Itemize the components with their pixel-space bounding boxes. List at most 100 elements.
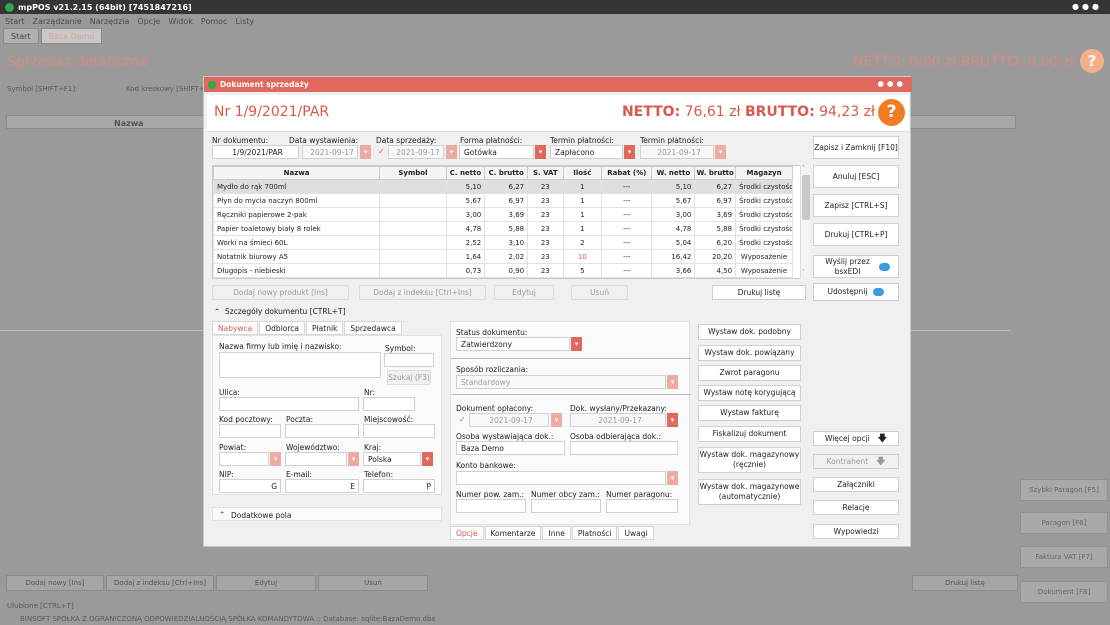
col-discount[interactable]: Rabat (%) [601, 166, 653, 180]
menu-view[interactable]: Widok [168, 16, 193, 26]
statements-button[interactable]: Wypowiedzi [813, 524, 899, 539]
phone-input[interactable]: P [363, 479, 435, 493]
payment-date-input[interactable]: 2021-09-17 [640, 145, 714, 159]
name-input[interactable] [219, 352, 381, 378]
bg-print-button[interactable]: Drukuj listę [912, 575, 1018, 591]
house-nr-input[interactable] [363, 397, 415, 411]
issue-date-input[interactable]: 2021-09-17 [302, 145, 358, 159]
payment-term-select[interactable]: Zapłacono [550, 145, 623, 159]
sale-date-dropdown-icon[interactable]: ▾ [446, 145, 457, 159]
table-row[interactable]: Długopis - niebieski 0,73 0,90 23 5 --- 3,66 4,… [213, 263, 793, 278]
sent-date-dropdown-icon[interactable]: ▾ [667, 413, 678, 427]
menu-help[interactable]: Pomoc [200, 16, 228, 26]
menu-manage[interactable]: Zarządzanie [32, 16, 82, 26]
add-from-index-button[interactable]: Dodaj z indeksu [Ctrl+Ins] [359, 285, 486, 300]
col-net-value[interactable]: W. netto [651, 166, 696, 180]
extra-fields-section[interactable]: ⌃ Dodatkowe pola [212, 507, 442, 521]
postal-code-input[interactable] [219, 424, 281, 438]
tab-options[interactable]: Opcje [450, 526, 484, 540]
tab-buyer[interactable]: Nabywca [212, 321, 259, 335]
table-row[interactable]: Mydło do rąk 700ml 5,10 6,27 23 1 --- 5,10 6,27… [213, 179, 793, 194]
col-name[interactable]: Nazwa [213, 166, 381, 180]
county-dropdown-icon[interactable]: ▾ [270, 452, 281, 466]
email-button[interactable]: E [350, 481, 355, 491]
bank-account-select[interactable] [456, 471, 666, 485]
voivodeship-select[interactable] [285, 452, 347, 466]
print-button[interactable]: Drukuj [CTRL+P] [813, 223, 899, 246]
tab-other[interactable]: Inne [542, 526, 571, 540]
table-row[interactable]: Ręczniki papierowe 2-pak 3,00 3,69 23 1 --- 3,… [213, 207, 793, 222]
dialog-menu-icon[interactable]: ●●● [877, 79, 906, 88]
fiscalize-button[interactable]: Fiskalizuj dokument [698, 426, 801, 442]
bg-help-icon[interactable]: ? [1080, 49, 1104, 73]
relations-button[interactable]: Relacje [813, 500, 899, 515]
menu-start[interactable]: Start [5, 16, 25, 26]
post-office-input[interactable] [285, 424, 359, 438]
tab-start[interactable]: Start [3, 28, 39, 44]
country-select[interactable]: Polska [363, 452, 421, 466]
bg-invoice-button[interactable]: Faktura VAT [F7] [1020, 546, 1108, 568]
settlement-dropdown-icon[interactable]: ▾ [667, 375, 678, 389]
bg-quick-receipt-button[interactable]: Szybki Paragon [F5] [1020, 479, 1108, 501]
table-row[interactable]: Płyn do mycia naczyń 800ml 5,67 6,97 23 1 ---… [213, 193, 793, 208]
share-button[interactable]: Udostępnij [813, 283, 899, 301]
tab-baza-demo[interactable]: Baza Demo [40, 28, 103, 44]
nip-input[interactable]: G [219, 479, 281, 493]
bg-add-new-button[interactable]: Dodaj nowy [Ins] [6, 575, 104, 591]
issue-invoice-button[interactable]: Wystaw fakturę [698, 405, 801, 421]
tab-comments[interactable]: Komentarze [484, 526, 542, 540]
settlement-select[interactable]: Standardowy [456, 375, 666, 389]
menu-tools[interactable]: Narzędzia [89, 16, 130, 26]
payment-form-dropdown-icon[interactable]: ▾ [535, 145, 546, 159]
table-row[interactable]: Papier toaletowy biały 8 rolek 4,78 5,88 23… [213, 221, 793, 236]
street-input[interactable] [219, 397, 359, 411]
cancel-button[interactable]: Anuluj [ESC] [813, 165, 899, 188]
scroll-thumb[interactable] [802, 175, 810, 220]
payment-term-dropdown-icon[interactable]: ▾ [624, 145, 635, 159]
bank-account-dropdown-icon[interactable]: ▾ [667, 471, 678, 485]
contractor-button[interactable]: Kontrahent 🡇 [813, 454, 899, 469]
details-section-label[interactable]: Szczegóły dokumentu [CTRL+T] [225, 307, 346, 316]
bg-favorites[interactable]: Ulubione [CTRL+T] [7, 602, 74, 610]
bg-document-button[interactable]: Dokument [F8] [1020, 581, 1108, 603]
receiver-input[interactable] [570, 441, 678, 455]
payment-date-dropdown-icon[interactable]: ▾ [715, 145, 726, 159]
status-dropdown-icon[interactable]: ▾ [571, 337, 582, 351]
table-row[interactable]: Worki na śmieci 60L 2,52 3,10 23 2 --- 5,04 6,2… [213, 235, 793, 250]
issue-date-dropdown-icon[interactable]: ▾ [360, 145, 371, 159]
tab-payer[interactable]: Płatnik [306, 321, 344, 335]
menu-lists[interactable]: Listy [235, 16, 255, 26]
issue-related-button[interactable]: Wystaw dok. powiązany [698, 345, 801, 361]
nip-gus-button[interactable]: G [271, 481, 277, 491]
status-select[interactable]: Zatwierdzony [456, 337, 570, 351]
search-button[interactable]: Szukaj (F3) [387, 370, 431, 385]
attachments-button[interactable]: Załączniki [813, 477, 899, 492]
menu-options[interactable]: Opcje [137, 16, 161, 26]
paid-date-input[interactable]: 2021-09-17 [469, 413, 549, 427]
city-input[interactable] [363, 424, 435, 438]
tab-payments[interactable]: Płatności [571, 526, 618, 540]
details-chevron-icon[interactable]: ⌃ [214, 307, 221, 316]
correction-note-button[interactable]: Wystaw notę korygującą [698, 385, 801, 401]
edit-button[interactable]: Edytuj [494, 285, 554, 300]
bg-receipt-button[interactable]: Paragon [F6] [1020, 512, 1108, 534]
save-close-button[interactable]: Zapisz i Zamknij [F10] [813, 136, 899, 159]
table-row[interactable]: Notatnik biurowy A5 1,64 2,02 23 10 --- 16,42 2… [213, 249, 793, 264]
save-button[interactable]: Zapisz [CTRL+S] [813, 194, 899, 217]
receipt-number-input[interactable] [606, 499, 678, 513]
window-menu-icon[interactable]: ●●● [1072, 2, 1102, 11]
issuer-input[interactable]: Baza Demo [456, 441, 565, 455]
col-gross-price[interactable]: C. brutto [484, 166, 529, 180]
send-edi-button[interactable]: Wyślij przez bsxEDI [813, 255, 899, 278]
help-icon[interactable]: ? [878, 99, 905, 126]
print-list-button[interactable]: Drukuj listę [712, 285, 806, 300]
symbol-input[interactable] [384, 353, 434, 367]
col-net-price[interactable]: C. netto [445, 166, 486, 180]
bg-delete-button[interactable]: Usuń [318, 575, 428, 591]
pos-order-input[interactable] [456, 499, 526, 513]
delete-button[interactable]: Usuń [571, 285, 628, 300]
warehouse-auto-button[interactable]: Wystaw dok. magazynowe (automatycznie) [698, 479, 801, 505]
county-select[interactable] [219, 452, 269, 466]
paid-date-dropdown-icon[interactable]: ▾ [551, 413, 562, 427]
tab-recipient[interactable]: Odbiorca [259, 321, 306, 335]
